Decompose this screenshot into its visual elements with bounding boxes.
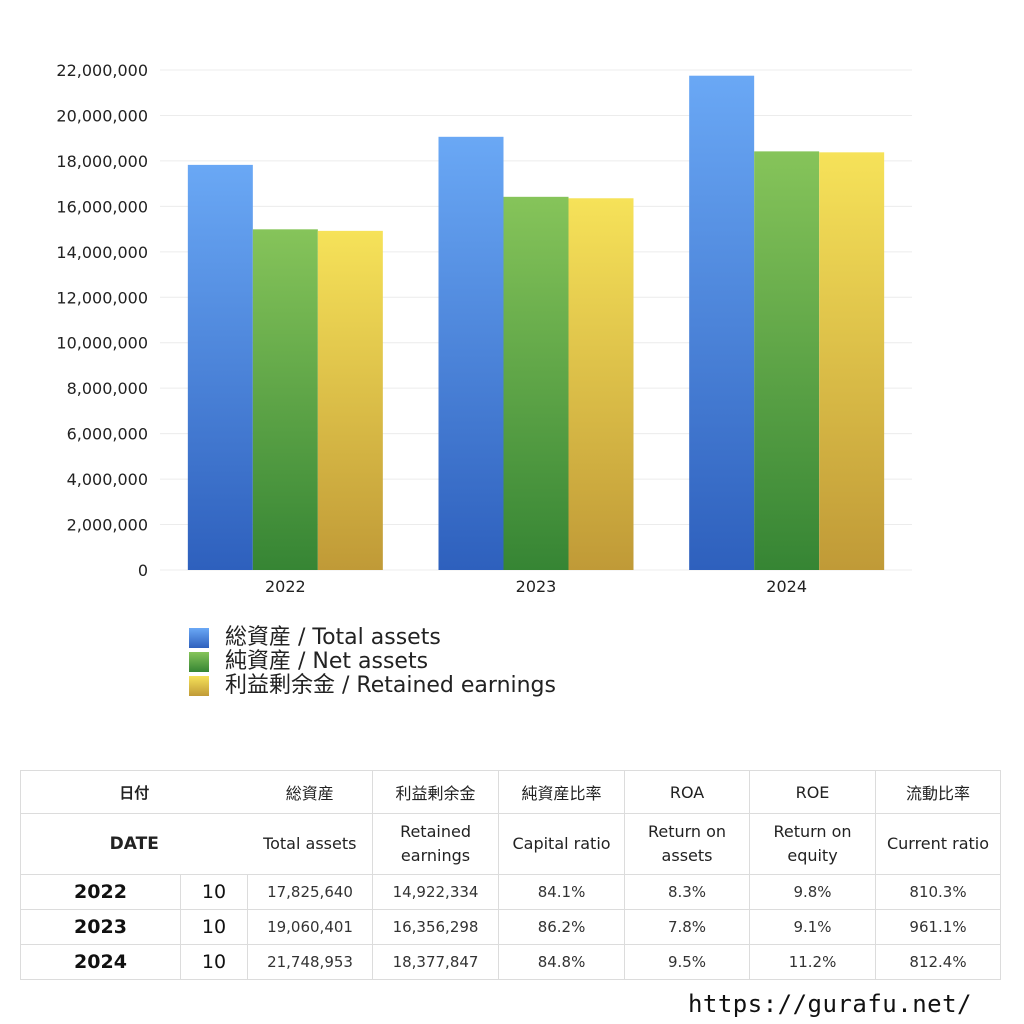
- y-tick-label: 14,000,000: [56, 243, 148, 262]
- header-roa-jp: ROA: [624, 770, 751, 814]
- row-roa: 8.3%: [624, 874, 751, 910]
- bar-net-assets[interactable]: [503, 196, 569, 570]
- bar-chart: 0 2,000,000 4,000,000 6,000,000 8,000,000 10,…: [56, 61, 912, 596]
- x-tick-label: 2024: [766, 577, 807, 596]
- y-tick-label: 22,000,000: [56, 61, 148, 80]
- header-total-assets-jp: 総資産: [247, 770, 374, 814]
- header-current-ratio-en: Current ratio: [875, 813, 1002, 875]
- header-total-assets-en: Total assets: [247, 813, 374, 875]
- y-tick-label: 6,000,000: [67, 425, 148, 444]
- bar-retained-earnings[interactable]: [317, 230, 383, 570]
- y-tick-label: 2,000,000: [67, 516, 148, 535]
- row-capital-ratio: 86.2%: [498, 909, 626, 945]
- bar-net-assets[interactable]: [754, 151, 820, 570]
- row-retained: 14,922,334: [372, 874, 500, 910]
- header-roa-en: Return on assets: [624, 813, 751, 875]
- row-month: 10: [179, 909, 249, 945]
- row-roe: 9.8%: [749, 874, 877, 910]
- legend-item-net-assets[interactable]: 純資産 / Net assets: [189, 650, 556, 674]
- y-tick-label: 0: [138, 561, 148, 580]
- row-current-ratio: 961.1%: [875, 909, 1002, 945]
- header-roe-jp: ROE: [749, 770, 877, 814]
- row-total-assets: 21,748,953: [247, 944, 374, 980]
- row-retained: 18,377,847: [372, 944, 500, 980]
- header-capital-ratio-jp: 純資産比率: [498, 770, 626, 814]
- y-tick-label: 12,000,000: [56, 288, 148, 307]
- row-roe: 11.2%: [749, 944, 877, 980]
- row-roe: 9.1%: [749, 909, 877, 945]
- header-retained-jp: 利益剰余金: [372, 770, 500, 814]
- header-retained-en: Retained earnings: [372, 813, 500, 875]
- legend-label-total-assets: 総資産 / Total assets: [225, 625, 441, 650]
- row-capital-ratio: 84.1%: [498, 874, 626, 910]
- row-year: 2022: [20, 874, 181, 910]
- legend-item-retained-earnings[interactable]: 利益剰余金 / Retained earnings: [189, 674, 556, 698]
- header-roe-en: Return on equity: [749, 813, 877, 875]
- bar-total-assets[interactable]: [187, 164, 253, 570]
- table-row: 2022 10 17,825,640 14,922,334 84.1% 8.3%…: [20, 874, 1002, 910]
- legend-swatch-total-assets: [189, 628, 209, 648]
- header-capital-ratio-en: Capital ratio: [498, 813, 626, 875]
- y-tick-label: 18,000,000: [56, 152, 148, 171]
- y-tick-label: 20,000,000: [56, 106, 148, 125]
- y-tick-label: 4,000,000: [67, 470, 148, 489]
- y-tick-label: 10,000,000: [56, 334, 148, 353]
- row-year: 2023: [20, 909, 181, 945]
- header-date-jp: 日付: [19, 770, 248, 814]
- legend-swatch-net-assets: [189, 652, 209, 672]
- row-roa: 9.5%: [624, 944, 751, 980]
- table-row: 2024 10 21,748,953 18,377,847 84.8% 9.5%…: [20, 944, 1002, 980]
- bar-retained-earnings[interactable]: [568, 198, 634, 570]
- row-total-assets: 17,825,640: [247, 874, 374, 910]
- row-capital-ratio: 84.8%: [498, 944, 626, 980]
- bar-total-assets[interactable]: [438, 136, 504, 570]
- legend-label-retained-earnings: 利益剰余金 / Retained earnings: [225, 673, 556, 698]
- legend: 総資産 / Total assets 純資産 / Net assets 利益剰余…: [189, 626, 556, 698]
- row-retained: 16,356,298: [372, 909, 500, 945]
- x-tick-label: 2022: [265, 577, 306, 596]
- financial-table: 日付 総資産 利益剰余金 純資産比率 ROA ROE 流動比率 DATE Tot…: [19, 770, 1002, 980]
- bar-net-assets[interactable]: [252, 229, 318, 570]
- row-year: 2024: [20, 944, 181, 980]
- x-tick-label: 2023: [516, 577, 557, 596]
- row-current-ratio: 810.3%: [875, 874, 1002, 910]
- header-current-ratio-jp: 流動比率: [875, 770, 1002, 814]
- row-total-assets: 19,060,401: [247, 909, 374, 945]
- table-row: 2023 10 19,060,401 16,356,298 86.2% 7.8%…: [20, 909, 1002, 945]
- legend-swatch-retained-earnings: [189, 676, 209, 696]
- row-roa: 7.8%: [624, 909, 751, 945]
- y-tick-label: 8,000,000: [67, 379, 148, 398]
- row-month: 10: [179, 874, 249, 910]
- header-date-en: DATE: [19, 813, 248, 875]
- bar-retained-earnings[interactable]: [819, 152, 885, 570]
- site-url[interactable]: https://gurafu.net/: [687, 990, 972, 1018]
- legend-label-net-assets: 純資産 / Net assets: [225, 649, 429, 674]
- bar-total-assets[interactable]: [689, 75, 755, 570]
- row-current-ratio: 812.4%: [875, 944, 1002, 980]
- y-tick-label: 16,000,000: [56, 197, 148, 216]
- row-month: 10: [179, 944, 249, 980]
- legend-item-total-assets[interactable]: 総資産 / Total assets: [189, 626, 556, 650]
